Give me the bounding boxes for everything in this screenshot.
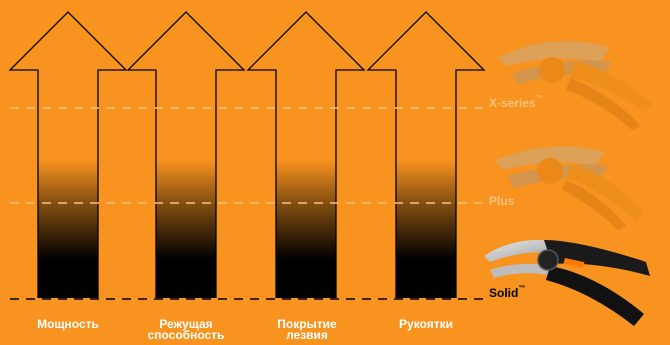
column-label-cutting: Режущая способность [147,317,225,342]
pruner-solid-icon [484,240,650,326]
column-label-handles: Рукоятки [399,317,453,331]
column-label-coating: Покрытие лезвия [277,317,337,342]
column-label-power: Мощность [37,317,99,331]
arrow-cutting [126,11,246,298]
arrow-coating [246,11,366,298]
arrow-outline-handles [366,11,486,298]
fill-bar-power [38,160,98,298]
pruner-x-series-icon [498,41,652,130]
tier-label-x-series: X-series™ [489,95,543,110]
arrow-outline-coating [246,11,366,298]
fill-bar-coating [276,160,336,298]
arrow-outline-power [8,11,128,298]
tier-label-solid: Solid™ [489,285,526,300]
arrow-handles [366,11,486,298]
pruner-plus-icon [496,146,644,230]
arrow-outline-cutting [126,11,246,298]
fill-bar-cutting [156,160,216,298]
tier-label-plus: Plus [489,194,515,208]
arrow-power [8,11,128,298]
fill-bar-handles [396,160,456,298]
